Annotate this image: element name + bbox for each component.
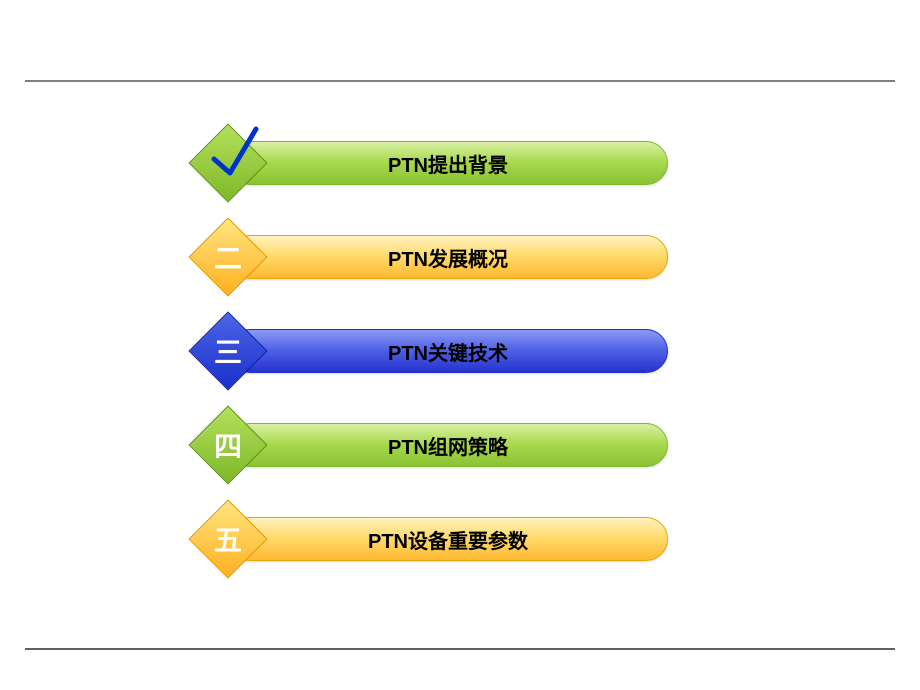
agenda-item-3: PTN关键技术 三 (200, 323, 720, 379)
agenda-item-4: PTN组网策略 四 (200, 417, 720, 473)
agenda-diamond-5: 五 (188, 499, 267, 578)
agenda-item-1: PTN提出背景 一 (200, 135, 720, 191)
agenda-bar-2: PTN发展概况 (228, 235, 668, 279)
slide-container: PTN提出背景 一 PTN发展概况 二 PTN关键技术 (0, 0, 920, 690)
agenda-list: PTN提出背景 一 PTN发展概况 二 PTN关键技术 (200, 135, 720, 605)
agenda-label-3: PTN关键技术 (388, 337, 508, 366)
agenda-diamond-2: 二 (188, 217, 267, 296)
agenda-label-2: PTN发展概况 (388, 243, 508, 272)
agenda-bar-3: PTN关键技术 (228, 329, 668, 373)
agenda-marker-5: 五 (214, 519, 242, 559)
agenda-label-4: PTN组网策略 (388, 431, 508, 460)
agenda-diamond-3: 三 (188, 311, 267, 390)
agenda-item-5: PTN设备重要参数 五 (200, 511, 720, 567)
agenda-item-2: PTN发展概况 二 (200, 229, 720, 285)
agenda-bar-5: PTN设备重要参数 (228, 517, 668, 561)
agenda-bar-1: PTN提出背景 (228, 141, 668, 185)
agenda-label-5: PTN设备重要参数 (368, 525, 528, 554)
agenda-marker-2: 二 (214, 237, 242, 277)
agenda-diamond-1: 一 (188, 123, 267, 202)
top-divider (25, 80, 895, 82)
agenda-label-1: PTN提出背景 (388, 149, 508, 178)
agenda-marker-4: 四 (214, 425, 242, 465)
agenda-diamond-4: 四 (188, 405, 267, 484)
agenda-marker-3: 三 (214, 331, 242, 371)
bottom-divider (25, 648, 895, 650)
agenda-bar-4: PTN组网策略 (228, 423, 668, 467)
